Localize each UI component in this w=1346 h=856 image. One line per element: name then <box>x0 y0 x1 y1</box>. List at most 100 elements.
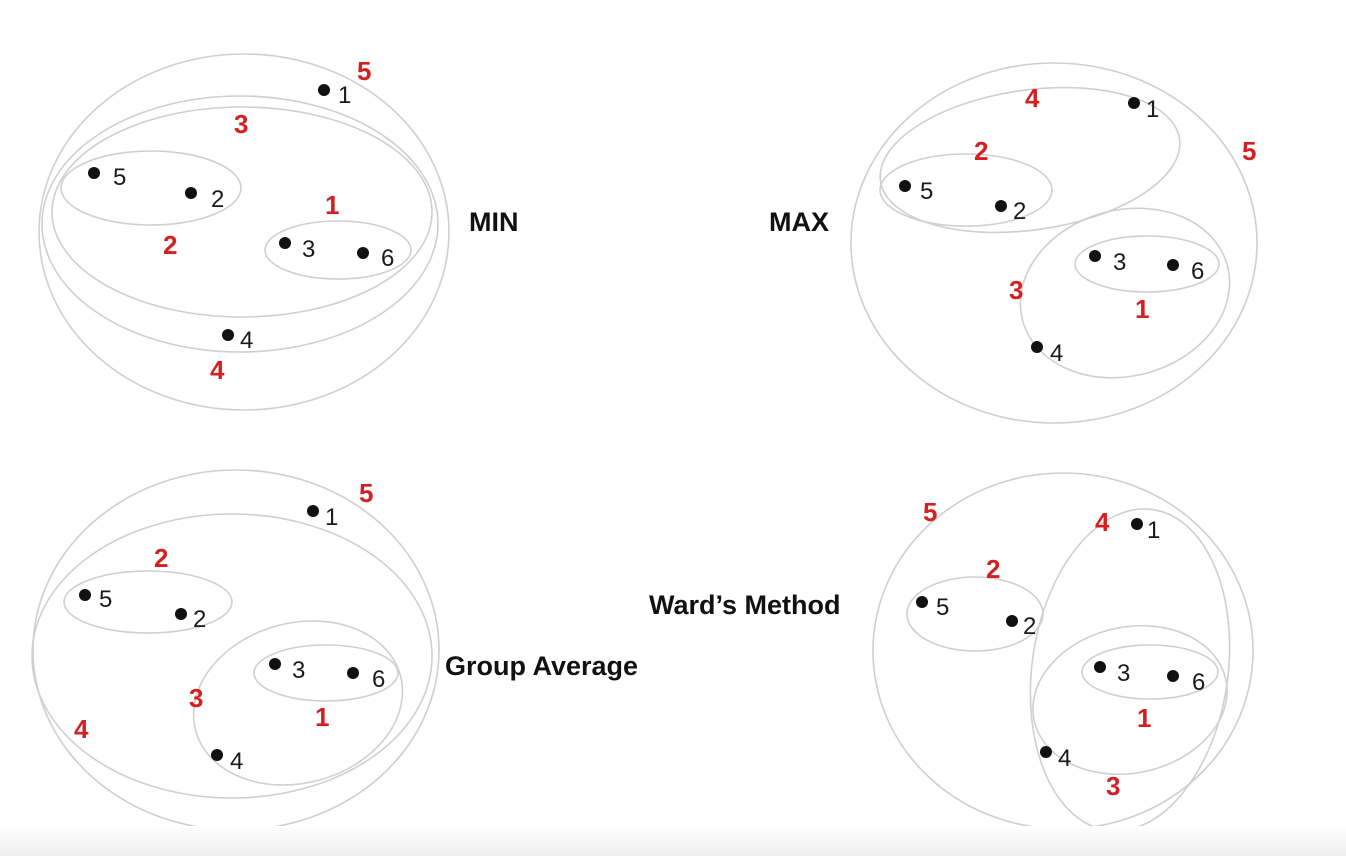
point-label: 1 <box>338 82 351 109</box>
cluster-ring <box>253 644 399 702</box>
cluster-ring <box>1032 624 1228 776</box>
data-point: 4 <box>211 748 243 775</box>
point-dot <box>1167 670 1179 682</box>
cluster-ring <box>879 153 1053 227</box>
cluster-ring <box>31 513 433 799</box>
merge-order-label: 1 <box>1137 703 1151 733</box>
cluster-ring <box>60 150 242 226</box>
data-point: 4 <box>1031 340 1063 367</box>
data-point: 6 <box>1167 669 1205 696</box>
data-point: 3 <box>1089 249 1126 276</box>
method-title: MAX <box>769 207 829 237</box>
point-label: 3 <box>292 657 305 684</box>
panel-wards-method: 1 5 2 3 6 4 5 4 2 1 3 Ward’s Method <box>649 472 1254 832</box>
point-label: 5 <box>936 594 949 621</box>
cluster-ring <box>51 106 433 318</box>
data-point: 6 <box>1167 258 1204 285</box>
point-dot <box>899 180 911 192</box>
merge-order-label: 5 <box>923 497 937 527</box>
data-point: 5 <box>916 594 949 621</box>
method-title: Ward’s Method <box>649 590 841 620</box>
merge-order-label: 4 <box>1095 507 1110 537</box>
method-title: MIN <box>469 207 519 237</box>
merge-order-label: 5 <box>359 478 373 508</box>
data-point: 2 <box>995 198 1026 225</box>
data-point: 3 <box>1094 660 1130 687</box>
point-label: 4 <box>230 748 243 775</box>
cluster-ring <box>1074 235 1220 293</box>
point-label: 5 <box>99 586 112 613</box>
point-dot <box>222 329 234 341</box>
merge-order-label: 4 <box>74 714 89 744</box>
cluster-ring <box>1019 207 1231 379</box>
merge-order-label: 3 <box>1106 771 1120 801</box>
point-label: 5 <box>113 164 126 191</box>
point-dot <box>357 247 369 259</box>
method-title: Group Average <box>445 651 638 681</box>
point-dot <box>269 658 281 670</box>
point-dot <box>279 237 291 249</box>
data-point: 1 <box>1128 96 1159 123</box>
merge-order-label: 1 <box>315 702 329 732</box>
data-point: 5 <box>899 178 933 205</box>
merge-order-label: 3 <box>1009 275 1023 305</box>
data-point: 5 <box>88 164 126 191</box>
point-dot <box>347 667 359 679</box>
cluster-ring <box>38 53 450 411</box>
data-point: 6 <box>357 245 394 272</box>
data-point: 4 <box>222 327 253 354</box>
bottom-strip <box>0 826 1346 856</box>
panel-group-average: 1 5 2 3 6 4 5 2 3 1 4 Group Average <box>31 469 638 831</box>
point-label: 6 <box>372 666 385 693</box>
point-dot <box>79 589 91 601</box>
point-label: 3 <box>1117 660 1130 687</box>
point-label: 6 <box>1192 669 1205 696</box>
merge-order-label: 2 <box>986 554 1000 584</box>
cluster-ring <box>264 220 412 280</box>
cluster-ring <box>879 86 1181 234</box>
merge-order-label: 4 <box>210 355 225 385</box>
point-label: 4 <box>1050 340 1063 367</box>
point-dot <box>175 608 187 620</box>
data-point: 5 <box>79 586 112 613</box>
point-dot <box>185 187 197 199</box>
merge-order-label: 5 <box>357 56 371 86</box>
merge-order-label: 2 <box>154 543 168 573</box>
point-label: 4 <box>1058 745 1071 772</box>
data-point: 1 <box>318 82 351 109</box>
data-point: 1 <box>1131 517 1160 544</box>
point-dot <box>1006 615 1018 627</box>
point-label: 1 <box>325 504 338 531</box>
point-dot <box>1094 661 1106 673</box>
point-dot <box>307 505 319 517</box>
point-label: 2 <box>211 186 224 213</box>
point-dot <box>211 749 223 761</box>
point-dot <box>1031 341 1043 353</box>
panel-max: 1 5 2 3 6 4 4 2 5 3 1 MAX <box>769 62 1258 424</box>
data-point: 3 <box>279 236 315 263</box>
point-dot <box>1040 746 1052 758</box>
point-label: 5 <box>920 178 933 205</box>
cluster-ring <box>41 95 439 353</box>
data-point: 2 <box>1006 613 1036 640</box>
point-label: 1 <box>1146 96 1159 123</box>
point-dot <box>1089 250 1101 262</box>
merge-order-label: 1 <box>325 190 339 220</box>
point-dot <box>916 596 928 608</box>
merge-order-label: 2 <box>163 230 177 260</box>
point-label: 2 <box>1023 613 1036 640</box>
merge-order-label: 3 <box>189 683 203 713</box>
cluster-ring <box>63 570 233 634</box>
point-dot <box>1128 97 1140 109</box>
cluster-ring <box>906 576 1044 652</box>
point-dot <box>995 200 1007 212</box>
point-dot <box>1167 259 1179 271</box>
point-dot <box>318 84 330 96</box>
point-dot <box>1131 518 1143 530</box>
point-label: 1 <box>1147 517 1160 544</box>
merge-order-label: 1 <box>1135 294 1149 324</box>
cluster-ring <box>850 62 1258 424</box>
point-label: 4 <box>240 327 253 354</box>
point-label: 3 <box>302 236 315 263</box>
